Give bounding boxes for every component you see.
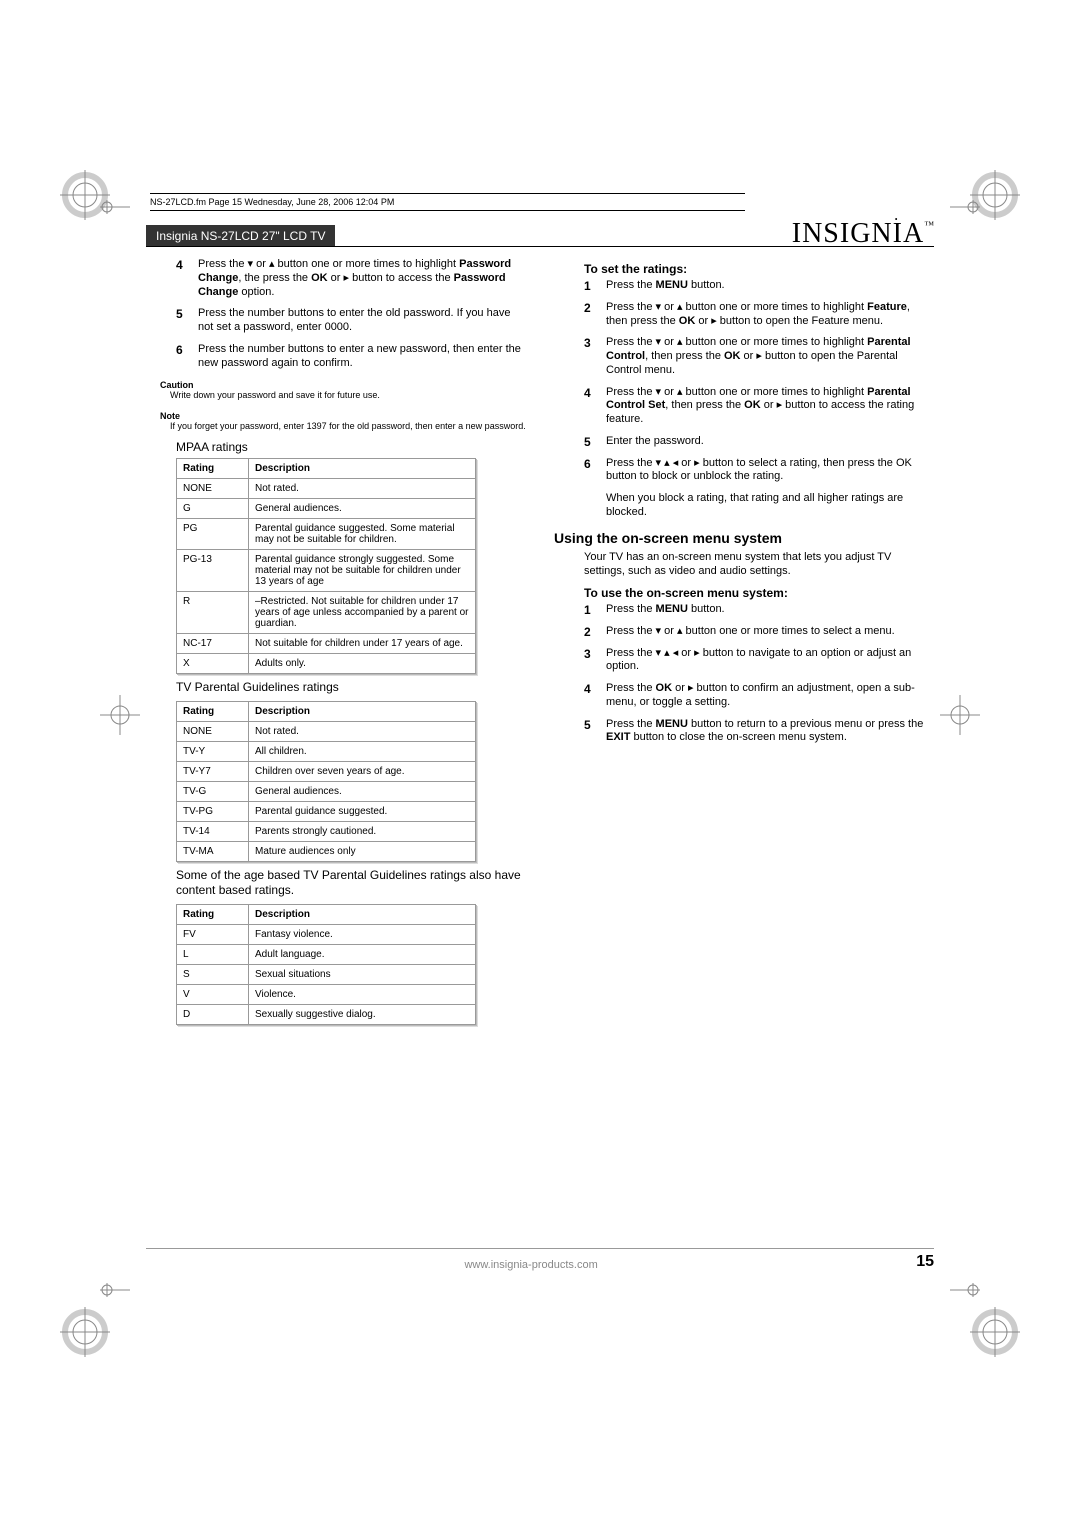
r-step-5: 5Enter the password.: [606, 435, 934, 449]
crop-tl: [100, 200, 130, 214]
table-row: PG-13Parental guidance strongly suggeste…: [177, 549, 476, 591]
table-row: GGeneral audiences.: [177, 498, 476, 518]
th-rating: Rating: [177, 458, 249, 478]
page-meta: NS-27LCD.fm Page 15 Wednesday, June 28, …: [150, 193, 745, 211]
tvpg-heading: TV Parental Guidelines ratings: [176, 680, 526, 695]
osd-use-head: To use the on-screen menu system:: [584, 586, 934, 600]
table-row: NONENot rated.: [177, 478, 476, 498]
mpaa-heading: MPAA ratings: [176, 440, 526, 454]
r-step-3: 3Press the ▾ or ▴ button one or more tim…: [606, 336, 934, 377]
reg-mark-ml: [100, 695, 140, 735]
brand-logo: INSIGNIA™ •: [792, 218, 935, 250]
table-row: LAdult language.: [177, 944, 476, 964]
logo-text: INSIGNIA: [792, 218, 924, 249]
caution-block: Caution Write down your password and sav…: [160, 380, 526, 401]
table-row: TV-YAll children.: [177, 741, 476, 761]
caution-body: Write down your password and save it for…: [160, 390, 526, 401]
reg-mark-mr: [940, 695, 980, 735]
page-meta-text: NS-27LCD.fm Page 15 Wednesday, June 28, …: [150, 193, 745, 211]
crop-tr: [950, 200, 980, 214]
table-row: TV-14Parents strongly cautioned.: [177, 821, 476, 841]
r-step-1: 1Press the MENU button.: [606, 279, 934, 293]
o-step-4: 4Press the OK or ▸ button to confirm an …: [606, 682, 934, 710]
reg-mark-br: [970, 1307, 1020, 1357]
o-step-1: 1Press the MENU button.: [606, 603, 934, 617]
th-desc: Description: [249, 458, 476, 478]
o-step-5: 5Press the MENU button to return to a pr…: [606, 718, 934, 746]
step-5: 5Press the number buttons to enter the o…: [198, 307, 526, 335]
table-row: PGParental guidance suggested. Some mate…: [177, 518, 476, 549]
osd-intro: Your TV has an on-screen menu system tha…: [584, 550, 934, 579]
step-6: 6Press the number buttons to enter a new…: [198, 343, 526, 371]
r-step-6-after: When you block a rating, that rating and…: [606, 492, 934, 520]
note-body: If you forget your password, enter 1397 …: [160, 421, 526, 432]
r-step-4: 4Press the ▾ or ▴ button one or more tim…: [606, 386, 934, 427]
note-label: Note: [160, 411, 526, 421]
table-row: NONENot rated.: [177, 721, 476, 741]
footer-url: www.insignia-products.com: [146, 1259, 916, 1271]
table-row: SSexual situations: [177, 964, 476, 984]
note-block: Note If you forget your password, enter …: [160, 411, 526, 432]
logo-tm: ™: [924, 220, 935, 231]
mpaa-table: RatingDescription NONENot rated.GGeneral…: [176, 458, 476, 674]
table-row: XAdults only.: [177, 653, 476, 673]
crop-bl: [100, 1283, 130, 1297]
step-4: 4 Press the ▾ or ▴ button one or more ti…: [198, 258, 526, 299]
tvpg-table: RatingDescription NONENot rated.TV-YAll …: [176, 701, 476, 862]
page-footer: www.insignia-products.com 15: [146, 1248, 934, 1271]
reg-mark-bl: [60, 1307, 110, 1357]
table-row: TV-PGParental guidance suggested.: [177, 801, 476, 821]
table-row: TV-MAMature audiences only: [177, 841, 476, 861]
o-step-3: 3Press the ▾ ▴ ◂ or ▸ button to navigate…: [606, 647, 934, 675]
r-step-6: 6Press the ▾ ▴ ◂ or ▸ button to select a…: [606, 457, 934, 485]
table-row: NC-17Not suitable for children under 17 …: [177, 633, 476, 653]
left-column: 4 Press the ▾ or ▴ button one or more ti…: [146, 258, 526, 1031]
page-number: 15: [916, 1253, 934, 1271]
caution-label: Caution: [160, 380, 526, 390]
right-column: To set the ratings: 1Press the MENU butt…: [554, 258, 934, 1031]
set-ratings-head: To set the ratings:: [584, 262, 934, 276]
crop-br: [950, 1283, 980, 1297]
table-row: DSexually suggestive dialog.: [177, 1004, 476, 1024]
table-row: TV-GGeneral audiences.: [177, 781, 476, 801]
table-row: FVFantasy violence.: [177, 924, 476, 944]
r-step-2: 2Press the ▾ or ▴ button one or more tim…: [606, 301, 934, 329]
content-caption: Some of the age based TV Parental Guidel…: [176, 868, 526, 898]
o-step-2: 2Press the ▾ or ▴ button one or more tim…: [606, 625, 934, 639]
header-title: Insignia NS-27LCD 27" LCD TV: [146, 225, 335, 246]
table-row: VViolence.: [177, 984, 476, 1004]
osd-head: Using the on-screen menu system: [554, 530, 934, 546]
table-row: R–Restricted. Not suitable for children …: [177, 591, 476, 633]
content-table: RatingDescription FVFantasy violence.LAd…: [176, 904, 476, 1025]
table-row: TV-Y7Children over seven years of age.: [177, 761, 476, 781]
